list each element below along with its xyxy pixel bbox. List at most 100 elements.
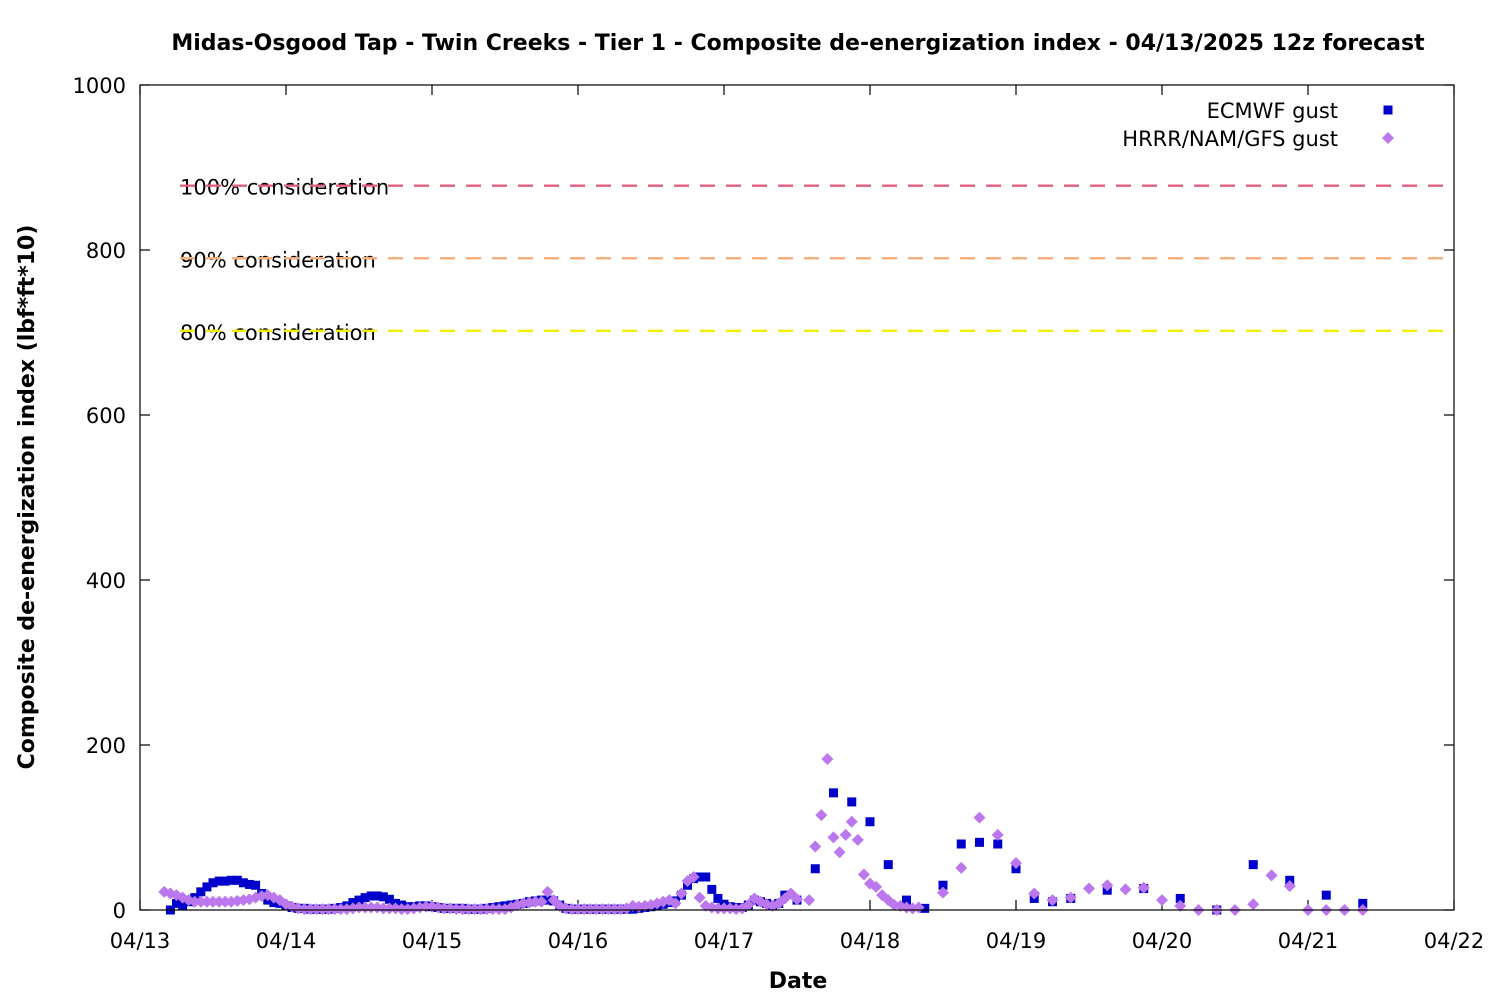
- hrrr-point: [316, 903, 329, 916]
- ecmwf-point: [883, 860, 893, 870]
- hrrr-point: [1046, 894, 1059, 907]
- hrrr-point: [851, 833, 864, 846]
- hrrr-point: [602, 903, 615, 916]
- reference-line-label: 80% consideration: [180, 321, 376, 345]
- plot-frame: [139, 84, 1455, 911]
- ecmwf-point: [245, 879, 254, 889]
- reference-line-label: 100% consideration: [180, 176, 389, 200]
- hrrr-point: [486, 903, 499, 916]
- hrrr-point: [377, 902, 390, 915]
- ecmwf-point: [810, 864, 820, 874]
- hrrr-point: [249, 891, 262, 904]
- hrrr-point: [188, 895, 201, 908]
- hrrr-point: [1010, 856, 1022, 869]
- y-tick-label: 200: [86, 734, 126, 758]
- hrrr-point: [1174, 899, 1187, 912]
- legend: ECMWF gust HRRR/NAM/GFS gust: [1122, 99, 1394, 151]
- ecmwf-point: [238, 878, 248, 888]
- ecmwf-point: [196, 887, 206, 897]
- x-tick-label: 04/17: [694, 929, 755, 953]
- hrrr-point: [468, 903, 481, 916]
- ecmwf-point: [378, 892, 388, 902]
- hrrr-point: [973, 811, 986, 824]
- hrrr-point: [219, 895, 232, 908]
- hrrr-point: [937, 886, 949, 899]
- hrrr-point: [839, 828, 852, 841]
- hrrr-point: [1156, 894, 1168, 907]
- hrrr-point: [213, 895, 226, 908]
- ecmwf-point: [543, 895, 553, 905]
- hrrr-point: [322, 903, 335, 916]
- hrrr-point: [1028, 887, 1041, 900]
- ecmwf-point: [902, 895, 911, 905]
- hrrr-point: [1119, 883, 1132, 896]
- legend-label: ECMWF gust: [1207, 99, 1338, 123]
- hrrr-point: [1265, 869, 1278, 882]
- hrrr-point: [675, 887, 688, 900]
- hrrr-point: [870, 880, 883, 893]
- ecmwf-point: [956, 839, 966, 849]
- x-tick-label: 04/22: [1424, 929, 1485, 953]
- hrrr-point: [669, 897, 682, 910]
- ecmwf-point: [384, 894, 394, 904]
- ecmwf-point: [993, 839, 1003, 849]
- ecmwf-point: [366, 891, 376, 901]
- ecmwf-point: [232, 875, 242, 885]
- y-tick-label: 400: [86, 569, 126, 593]
- hrrr-point: [207, 895, 219, 908]
- hrrr-point: [529, 895, 542, 908]
- ecmwf-point: [865, 817, 875, 827]
- ecmwf-point: [360, 893, 370, 903]
- x-tick-label: 04/13: [110, 929, 171, 953]
- hrrr-point: [535, 895, 548, 908]
- ecmwf-point: [202, 882, 212, 892]
- hrrr-point: [857, 868, 870, 881]
- y-axis-label: Composite de-energization index (lbf*ft*…: [15, 225, 40, 770]
- hrrr-point: [1247, 898, 1260, 911]
- ecmwf-point: [178, 901, 188, 911]
- x-tick-label: 04/18: [840, 929, 901, 953]
- legend-diamond-marker: [1382, 132, 1394, 144]
- ecmwf-point: [1358, 898, 1368, 908]
- hrrr-point: [200, 895, 213, 908]
- ecmwf-point: [938, 880, 948, 890]
- hrrr-point: [590, 903, 603, 916]
- ecmwf-point: [713, 893, 723, 903]
- hrrr-point: [827, 831, 840, 844]
- x-axis-label: Date: [769, 969, 828, 994]
- x-axis: 04/13 04/14 04/15 04/16 04/17 04/18 04/19 04/20…: [110, 85, 1485, 953]
- hrrr-point: [718, 902, 730, 915]
- y-tick-label: 0: [113, 899, 126, 923]
- hrrr-point: [450, 903, 463, 916]
- hrrr-point: [815, 809, 828, 822]
- hrrr-point: [833, 846, 846, 859]
- ecmwf-point: [226, 875, 236, 885]
- x-tick-label: 04/14: [256, 929, 317, 953]
- hrrr-point: [991, 828, 1004, 841]
- x-tick-label: 04/20: [1132, 929, 1193, 953]
- hrrr-point: [1137, 881, 1150, 894]
- hrrr-point: [310, 903, 323, 916]
- hrrr-point: [742, 899, 755, 912]
- hrrr-point: [304, 903, 317, 916]
- hrrr-point: [1101, 879, 1114, 892]
- hrrr-point: [492, 903, 505, 916]
- hrrr-point: [1283, 880, 1296, 893]
- hrrr-point: [687, 871, 700, 883]
- hrrr-point: [711, 902, 724, 915]
- hrrr-point: [1064, 891, 1077, 904]
- chart-title: Midas-Osgood Tap - Twin Creeks - Tier 1 …: [171, 31, 1425, 56]
- hrrr-point: [298, 903, 311, 916]
- hrrr-point: [334, 903, 347, 916]
- hrrr-point: [456, 903, 469, 916]
- ecmwf-point: [847, 797, 857, 807]
- ecmwf-point: [1175, 893, 1185, 903]
- ecmwf-point: [829, 788, 838, 798]
- hrrr-point: [328, 903, 341, 916]
- ecmwf-point: [214, 876, 224, 886]
- ecmwf-point: [251, 880, 261, 890]
- hrrr-point: [845, 815, 858, 828]
- hrrr-point: [572, 903, 584, 916]
- hrrr-point: [578, 903, 591, 916]
